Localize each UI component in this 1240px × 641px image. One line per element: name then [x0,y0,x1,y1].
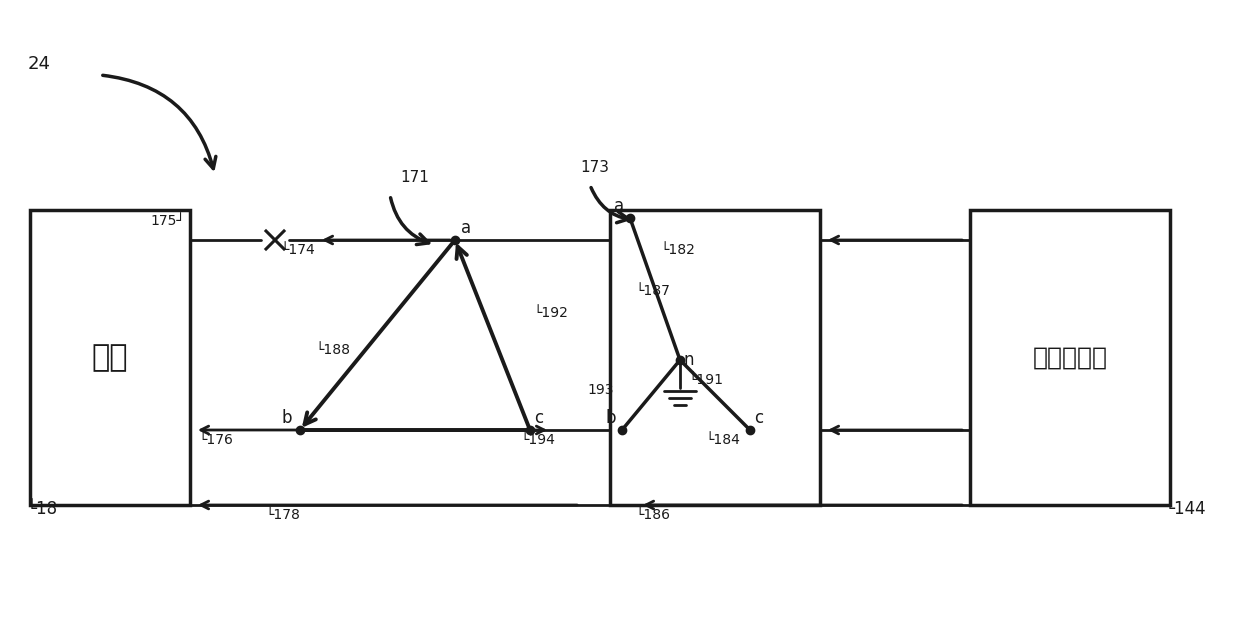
Text: └191: └191 [688,373,723,387]
Text: 24: 24 [29,55,51,73]
Text: c: c [754,409,763,427]
Text: 175┘: 175┘ [150,214,185,228]
Text: 电网: 电网 [92,343,128,372]
Text: a: a [461,219,471,237]
Text: 网俧变流器: 网俧变流器 [1033,345,1107,369]
Text: └182: └182 [660,243,694,257]
Text: a: a [614,197,624,215]
Text: └174: └174 [280,243,315,257]
Text: └176: └176 [198,433,233,447]
Text: └178: └178 [265,508,300,522]
Text: 193: 193 [588,383,614,397]
Text: n: n [684,351,694,369]
Text: └18: └18 [27,500,58,518]
Text: b: b [605,409,616,427]
Text: └184: └184 [706,433,740,447]
Bar [610,210,820,505]
Text: └187: └187 [635,284,670,298]
Text: 173: 173 [580,160,609,175]
Text: c: c [534,409,543,427]
Text: └188: └188 [315,343,350,357]
Bar [30,210,190,505]
Text: └192: └192 [533,306,568,320]
Text: b: b [281,409,291,427]
Bar [970,210,1171,505]
Text: └144: └144 [1166,500,1207,518]
Text: 171: 171 [401,170,429,185]
Text: └186: └186 [635,508,670,522]
Text: └194: └194 [520,433,554,447]
